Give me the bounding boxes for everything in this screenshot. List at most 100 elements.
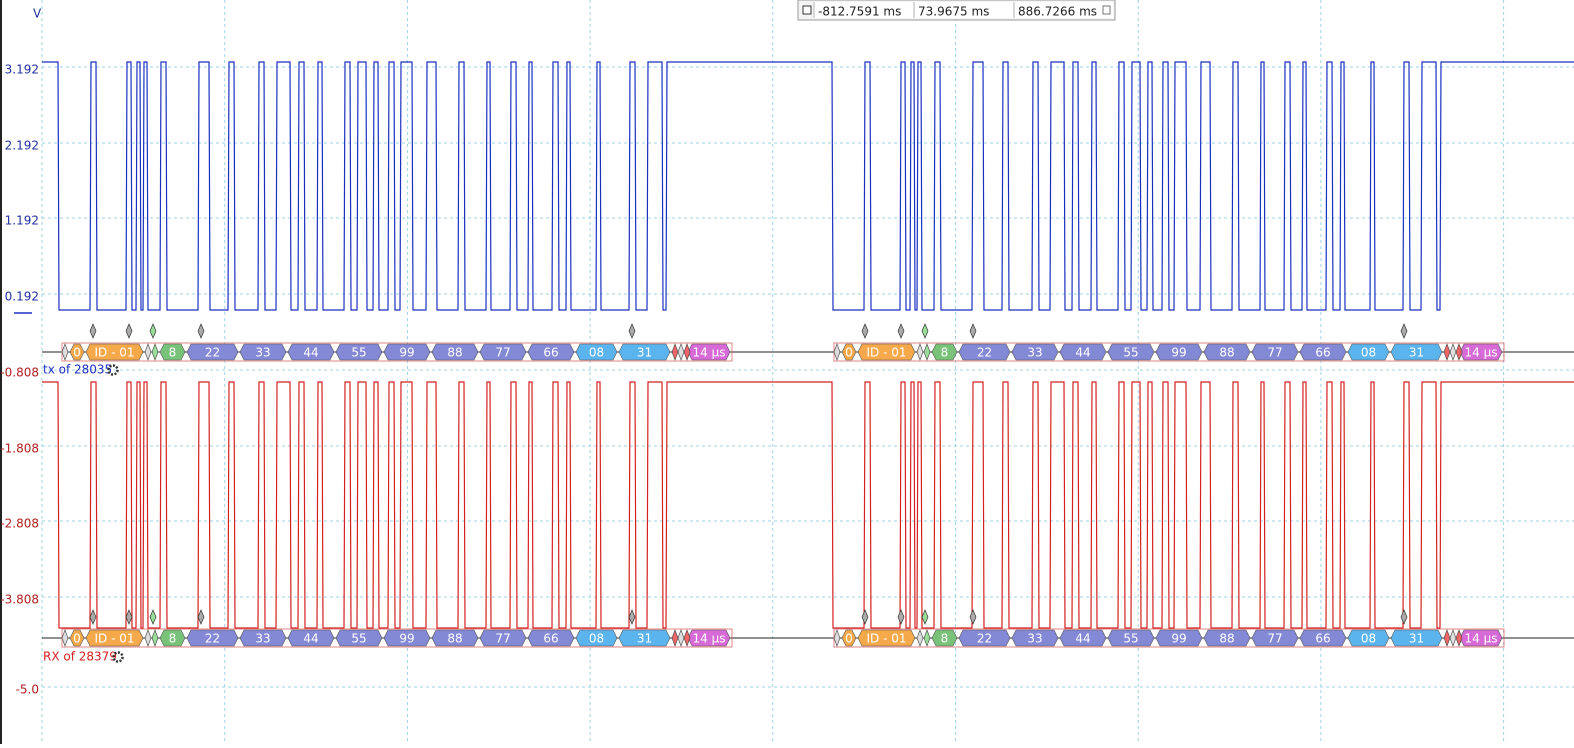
cursor-field[interactable] xyxy=(1015,2,1113,18)
decode-field[interactable] xyxy=(85,629,144,647)
settings-gear[interactable] xyxy=(107,364,119,376)
decode-field[interactable] xyxy=(186,629,239,647)
decode-text: 66 xyxy=(543,632,558,646)
marker[interactable] xyxy=(125,609,133,625)
decode-field[interactable] xyxy=(1390,629,1443,647)
decode-text: 0 xyxy=(73,632,81,646)
marker[interactable] xyxy=(89,323,97,339)
decode-field[interactable] xyxy=(1251,343,1299,361)
decode-field[interactable] xyxy=(1347,629,1390,647)
marker[interactable] xyxy=(861,609,869,625)
decode-field[interactable] xyxy=(431,629,479,647)
cursor-toolbar[interactable]: -812.7591 ms 73.9675 ms 886.7266 ms xyxy=(797,0,1116,21)
channel-label: RX of 28379 xyxy=(43,650,117,664)
marker[interactable] xyxy=(197,609,205,625)
decode-field[interactable] xyxy=(1299,629,1347,647)
decode-field[interactable] xyxy=(958,343,1011,361)
decode-field[interactable] xyxy=(431,343,479,361)
decode-field[interactable] xyxy=(85,343,144,361)
decode-field[interactable] xyxy=(239,629,287,647)
decode-field[interactable] xyxy=(335,629,383,647)
decode-field[interactable] xyxy=(841,629,857,647)
decode-field[interactable] xyxy=(931,343,958,361)
decode-field[interactable] xyxy=(287,629,335,647)
marker[interactable] xyxy=(921,609,929,625)
decode-field[interactable] xyxy=(383,629,431,647)
toolbar-icon[interactable] xyxy=(802,5,812,15)
decode-field[interactable] xyxy=(1011,629,1059,647)
marker[interactable] xyxy=(1400,323,1408,339)
marker[interactable] xyxy=(149,323,157,339)
decode-field[interactable] xyxy=(186,343,239,361)
decode-field[interactable] xyxy=(69,343,85,361)
decode-text: 22 xyxy=(205,346,220,360)
decode-field[interactable] xyxy=(857,343,916,361)
decode-field[interactable] xyxy=(1251,629,1299,647)
decode-field[interactable] xyxy=(527,629,575,647)
cursor-field[interactable] xyxy=(915,2,1013,18)
cursor-field[interactable] xyxy=(815,2,913,18)
decode-field[interactable] xyxy=(1347,343,1390,361)
small-diamond xyxy=(923,343,931,361)
decode-field[interactable] xyxy=(527,343,575,361)
decode-field[interactable] xyxy=(1059,343,1107,361)
decode-text: 99 xyxy=(1171,346,1186,360)
decode-field[interactable] xyxy=(618,629,671,647)
marker[interactable] xyxy=(197,323,205,339)
decode-field[interactable] xyxy=(159,629,186,647)
cursor-start: -812.7591 ms xyxy=(818,5,901,19)
decode-field[interactable] xyxy=(1107,343,1155,361)
decode-text: 31 xyxy=(1409,346,1424,360)
decode-field[interactable] xyxy=(287,343,335,361)
decode-field[interactable] xyxy=(618,343,671,361)
marker[interactable] xyxy=(89,609,97,625)
decode-text: 44 xyxy=(303,346,318,360)
decode-field[interactable] xyxy=(1011,343,1059,361)
marker[interactable] xyxy=(897,609,905,625)
small-diamond xyxy=(916,629,924,647)
marker[interactable] xyxy=(897,323,905,339)
lock-icon[interactable] xyxy=(1102,5,1111,15)
decode-field[interactable] xyxy=(479,343,527,361)
decode-field[interactable] xyxy=(1299,343,1347,361)
decode-field[interactable] xyxy=(1203,629,1251,647)
decode-field[interactable] xyxy=(69,629,85,647)
decode-field[interactable] xyxy=(1459,629,1503,647)
decode-field[interactable] xyxy=(958,629,1011,647)
decode-text: 88 xyxy=(1219,346,1234,360)
decode-field[interactable] xyxy=(1107,629,1155,647)
marker[interactable] xyxy=(1400,609,1408,625)
marker[interactable] xyxy=(921,323,929,339)
decode-field[interactable] xyxy=(687,343,731,361)
decode-field[interactable] xyxy=(479,629,527,647)
decode-field[interactable] xyxy=(575,629,618,647)
decode-field[interactable] xyxy=(335,343,383,361)
marker[interactable] xyxy=(628,609,636,625)
decode-field[interactable] xyxy=(239,343,287,361)
marker[interactable] xyxy=(969,323,977,339)
decode-field[interactable] xyxy=(1203,343,1251,361)
decode-field[interactable] xyxy=(857,629,916,647)
marker[interactable] xyxy=(149,609,157,625)
decode-field[interactable] xyxy=(687,629,731,647)
settings-gear[interactable] xyxy=(112,651,124,663)
decode-field[interactable] xyxy=(841,343,857,361)
marker[interactable] xyxy=(969,609,977,625)
decode-text: ID - 01 xyxy=(866,632,906,646)
decode-field[interactable] xyxy=(931,629,958,647)
decode-field[interactable] xyxy=(383,343,431,361)
marker[interactable] xyxy=(125,323,133,339)
marker[interactable] xyxy=(628,323,636,339)
y-axis-label: 0.192 xyxy=(5,290,39,304)
decode-text: 33 xyxy=(1027,632,1042,646)
grid xyxy=(41,0,1574,744)
decode-field[interactable] xyxy=(575,343,618,361)
marker[interactable] xyxy=(861,323,869,339)
decode-field[interactable] xyxy=(1059,629,1107,647)
decode-field[interactable] xyxy=(1459,343,1503,361)
y-axis: 3.192 2.192 1.192 0.192 -0.808 -1.808 -2.808 -3… xyxy=(0,63,39,697)
decode-field[interactable] xyxy=(1155,629,1203,647)
decode-field[interactable] xyxy=(159,343,186,361)
decode-field[interactable] xyxy=(1390,343,1443,361)
decode-field[interactable] xyxy=(1155,343,1203,361)
